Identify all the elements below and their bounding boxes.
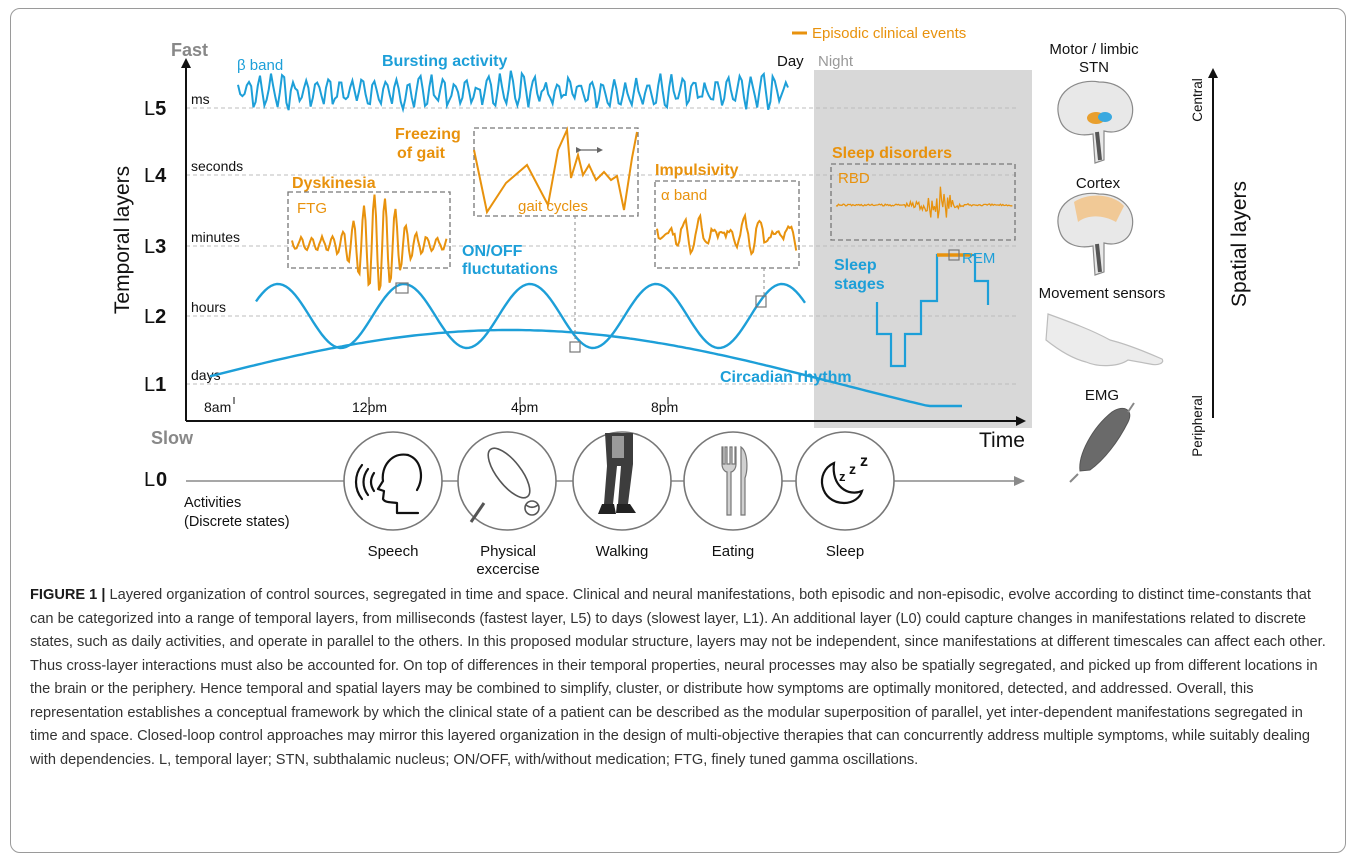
layer-label-l2: L2 [144, 306, 166, 328]
physical-exercise-label-1: Physical [480, 543, 536, 560]
emg-label: EMG [1085, 387, 1119, 404]
activity-physical-exercise [457, 431, 557, 531]
layer-scale-l5: ms [191, 91, 210, 107]
alpha-band-label: α band [661, 187, 707, 204]
sleep-stages-label-2: stages [834, 276, 885, 293]
layer-scale-l3: minutes [191, 229, 240, 245]
figure-diagram: Fast Slow Temporal layers Time L5 ms L4 sec… [111, 25, 1251, 578]
impulsivity-label: Impulsivity [655, 162, 739, 179]
gait-cycles-signal [473, 126, 638, 215]
layer-label-l5: L5 [144, 98, 166, 120]
circadian-label: Circadian rhythm [720, 369, 852, 386]
tick-8pm: 8pm [651, 399, 678, 415]
sleep-stages-label-1: Sleep [834, 257, 877, 274]
svg-text:0: 0 [156, 469, 167, 491]
freezing-detail-box [569, 341, 581, 353]
layer-scale-l2: hours [191, 299, 226, 315]
ftg-signal [291, 194, 448, 291]
onoff-label-1: ON/OFF [462, 243, 523, 260]
svg-text:z: z [839, 469, 846, 484]
bursting-activity-label: Bursting activity [382, 53, 507, 70]
x-axis-title: Time [979, 429, 1025, 452]
moon-icon [820, 461, 864, 505]
dyskinesia-inset-box [287, 191, 451, 269]
svg-text:z: z [849, 461, 856, 477]
rbd-signal [835, 186, 1013, 219]
dyskinesia-label: Dyskinesia [292, 175, 376, 192]
fork-knife-icon [721, 445, 748, 516]
physical-exercise-label-2: excercise [476, 561, 539, 578]
hand-icon [1045, 313, 1164, 367]
layer-labels: L5 ms L4 seconds L3 minutes L2 hours L1 days [144, 91, 243, 396]
layer-scale-l1: days [191, 367, 221, 383]
caption-text: Layered organization of control sources,… [30, 587, 1326, 768]
beta-band-label: β band [237, 57, 283, 74]
episodic-legend-label: Episodic clinical events [812, 25, 966, 42]
motor-limbic-label-1: Motor / limbic [1049, 41, 1139, 58]
figure-caption: FIGURE 1 | Layered organization of contr… [30, 584, 1330, 772]
fast-label: Fast [171, 40, 208, 60]
night-label: Night [818, 53, 854, 70]
zzz-icon: z z z [839, 453, 868, 484]
sleep-disorders-label: Sleep disorders [832, 145, 952, 162]
day-label: Day [777, 53, 804, 70]
motor-limbic-label-2: STN [1079, 59, 1109, 76]
layer-scale-l4: seconds [191, 158, 243, 174]
tick-4pm: 4pm [511, 399, 538, 415]
slow-label: Slow [151, 428, 194, 448]
caption-label: FIGURE 1 | [30, 587, 106, 603]
freezing-inset-box [473, 127, 639, 217]
svg-text:z: z [860, 453, 868, 470]
rem-label: REM [962, 250, 995, 267]
peripheral-label: Peripheral [1190, 395, 1205, 457]
layer-label-l4: L4 [144, 165, 167, 187]
speech-label: Speech [368, 543, 419, 560]
eating-label: Eating [712, 543, 755, 560]
gait-cycles-label: gait cycles [518, 198, 588, 215]
walking-legs-icon [598, 433, 636, 514]
sleep-label: Sleep [826, 543, 864, 560]
activity-labels: Speech Physical excercise Walking Eating… [368, 543, 865, 578]
movement-sensors-label: Movement sensors [1039, 285, 1166, 302]
layer-label-l1: L1 [144, 374, 166, 396]
activities-label-1: Activities [184, 495, 241, 511]
y-axis-title: Temporal layers [111, 166, 134, 314]
muscle-icon [1069, 402, 1135, 483]
dyskinesia-detail-box [395, 282, 409, 294]
tennis-racket-icon [469, 447, 540, 523]
central-label: Central [1190, 78, 1205, 122]
alpha-band-signal [656, 212, 798, 256]
freezing-label-2: of gait [397, 145, 446, 162]
activity-eating [683, 431, 783, 531]
brain-cortex-icon [1057, 192, 1134, 276]
layer-label-l3: L3 [144, 236, 166, 258]
time-ticks: 8am 12pm 4pm 8pm [204, 397, 678, 415]
svg-text:L: L [144, 469, 155, 491]
ftg-label: FTG [297, 200, 327, 217]
rbd-label: RBD [838, 170, 870, 187]
impulsivity-detail-box [755, 295, 767, 308]
tick-12pm: 12pm [352, 399, 387, 415]
onoff-label-2: fluctutations [462, 261, 558, 278]
freezing-label-1: Freezing [395, 126, 461, 143]
cortex-label: Cortex [1076, 175, 1121, 192]
activity-walking [572, 431, 672, 531]
activities-label-2: (Discrete states) [184, 514, 290, 530]
brain-stn-icon [1057, 80, 1134, 164]
night-region [814, 70, 1032, 428]
activity-speech [343, 431, 443, 531]
impulsivity-inset-box [654, 180, 800, 269]
rem-detail-box [948, 249, 960, 261]
activity-sleep: z z z [795, 431, 895, 531]
sleep-stages-hypnogram [875, 253, 990, 368]
beta-band-signal [237, 70, 789, 114]
walking-label: Walking [596, 543, 649, 560]
l0-label: L 0 [144, 469, 167, 491]
spatial-layers-title: Spatial layers [1228, 181, 1251, 307]
tick-8am: 8am [204, 399, 231, 415]
sleep-disorders-inset-box [830, 163, 1016, 241]
speech-icon [354, 453, 423, 515]
figure-frame [10, 8, 1346, 853]
on-off-fluctuation-curve [255, 282, 806, 350]
